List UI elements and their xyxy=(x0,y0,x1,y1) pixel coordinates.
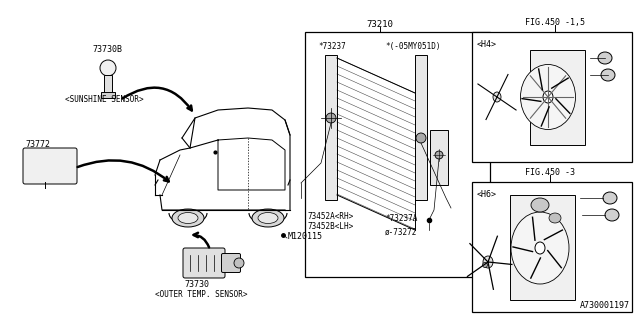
Text: *(-05MY051D): *(-05MY051D) xyxy=(385,42,440,51)
Ellipse shape xyxy=(234,258,244,268)
Text: FIG.450 -3: FIG.450 -3 xyxy=(525,168,575,177)
Text: FIG.450 -1,5: FIG.450 -1,5 xyxy=(525,18,585,27)
Bar xyxy=(472,32,632,162)
Ellipse shape xyxy=(435,151,443,159)
Text: 73772: 73772 xyxy=(25,140,50,149)
Text: 73210: 73210 xyxy=(367,20,394,29)
Ellipse shape xyxy=(605,209,619,221)
Ellipse shape xyxy=(493,92,501,102)
Ellipse shape xyxy=(603,192,617,204)
Text: 73730: 73730 xyxy=(184,280,209,289)
Ellipse shape xyxy=(511,212,569,284)
Bar xyxy=(104,75,112,93)
Ellipse shape xyxy=(172,209,204,227)
Ellipse shape xyxy=(178,212,198,223)
FancyArrowPatch shape xyxy=(122,88,192,110)
FancyBboxPatch shape xyxy=(23,148,77,184)
Text: <H4>: <H4> xyxy=(477,40,497,49)
Ellipse shape xyxy=(520,65,575,130)
Ellipse shape xyxy=(598,52,612,64)
Text: 73452A<RH>: 73452A<RH> xyxy=(308,212,355,221)
Bar xyxy=(430,130,448,185)
Text: <SUNSHINE SENSOR>: <SUNSHINE SENSOR> xyxy=(65,95,143,104)
Ellipse shape xyxy=(531,198,549,212)
Text: <OUTER TEMP. SENSOR>: <OUTER TEMP. SENSOR> xyxy=(155,290,248,299)
FancyBboxPatch shape xyxy=(183,248,225,278)
Ellipse shape xyxy=(416,133,426,143)
Text: <H6>: <H6> xyxy=(477,190,497,199)
Ellipse shape xyxy=(549,213,561,223)
Text: ø-73272: ø-73272 xyxy=(385,228,417,237)
Ellipse shape xyxy=(543,91,553,103)
Bar xyxy=(325,55,337,200)
Ellipse shape xyxy=(252,209,284,227)
FancyBboxPatch shape xyxy=(221,253,241,273)
Text: A730001197: A730001197 xyxy=(580,301,630,310)
Bar xyxy=(101,92,115,98)
Text: *73237: *73237 xyxy=(318,42,346,51)
Ellipse shape xyxy=(100,60,116,76)
Text: *73237A: *73237A xyxy=(385,214,417,223)
Ellipse shape xyxy=(258,212,278,223)
Ellipse shape xyxy=(326,113,336,123)
Ellipse shape xyxy=(483,256,493,268)
Bar xyxy=(530,50,585,145)
Bar xyxy=(510,195,575,300)
Ellipse shape xyxy=(483,262,488,268)
Bar xyxy=(305,32,490,277)
FancyArrowPatch shape xyxy=(193,233,209,247)
Bar xyxy=(472,182,632,312)
Ellipse shape xyxy=(535,242,545,254)
Text: M120115: M120115 xyxy=(288,232,323,241)
FancyArrowPatch shape xyxy=(77,160,169,181)
Bar xyxy=(415,55,427,200)
Text: 73730B: 73730B xyxy=(92,45,122,54)
Text: 73452B<LH>: 73452B<LH> xyxy=(308,222,355,231)
Ellipse shape xyxy=(601,69,615,81)
